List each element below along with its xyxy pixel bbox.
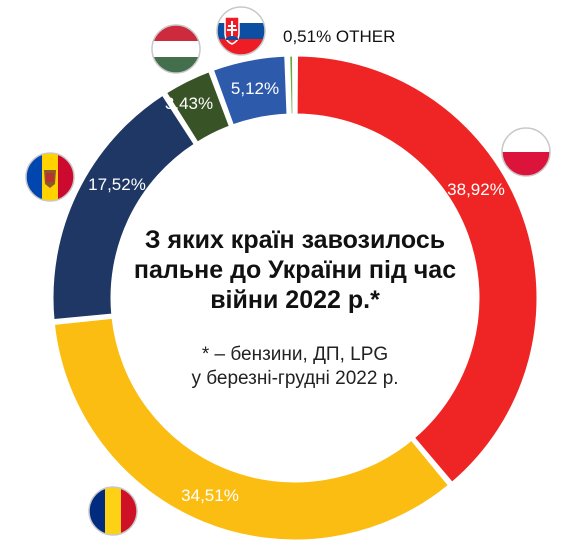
donut-slice xyxy=(210,53,290,128)
chart-title-line: війни 2022 р.* xyxy=(210,286,380,314)
footnote-line: у березні-грудні 2022 р. xyxy=(191,368,399,389)
slice-value-label: 5,12% xyxy=(231,79,279,98)
chart-footnote: * – бензини, ДП, LPG у березні-грудні 20… xyxy=(130,343,460,391)
donut-slice xyxy=(50,92,198,323)
poland-flag-icon xyxy=(501,127,551,177)
slice-value-label: 0,51% OTHER xyxy=(283,27,395,46)
slice-value-label: 34,51% xyxy=(181,486,239,505)
slice-value-label: 17,52% xyxy=(88,175,146,194)
donut-slice xyxy=(163,68,233,146)
chart-title-line: З яких країн завозилось xyxy=(144,226,446,254)
slovakia-flag-icon xyxy=(216,6,266,56)
donut-slice xyxy=(51,315,452,543)
donut-slices xyxy=(50,53,540,543)
slice-value-label: 3,43% xyxy=(165,94,213,113)
chart-title: З яких країн завозилось пальне до Україн… xyxy=(130,225,460,315)
moldova-flag-icon xyxy=(25,152,75,202)
chart-title-line: пальне до України під час xyxy=(133,256,457,284)
slice-labels: 38,92% 34,51% 17,52% 3,43% 5,12% 0,51% OTHER xyxy=(88,27,505,505)
romania-flag-icon xyxy=(88,486,138,536)
donut-slice xyxy=(287,53,296,117)
slice-value-label: 38,92% xyxy=(447,180,505,199)
footnote-line: * – бензини, ДП, LPG xyxy=(201,344,389,365)
donut-slice xyxy=(294,53,540,486)
hungary-flag-icon xyxy=(151,24,201,74)
